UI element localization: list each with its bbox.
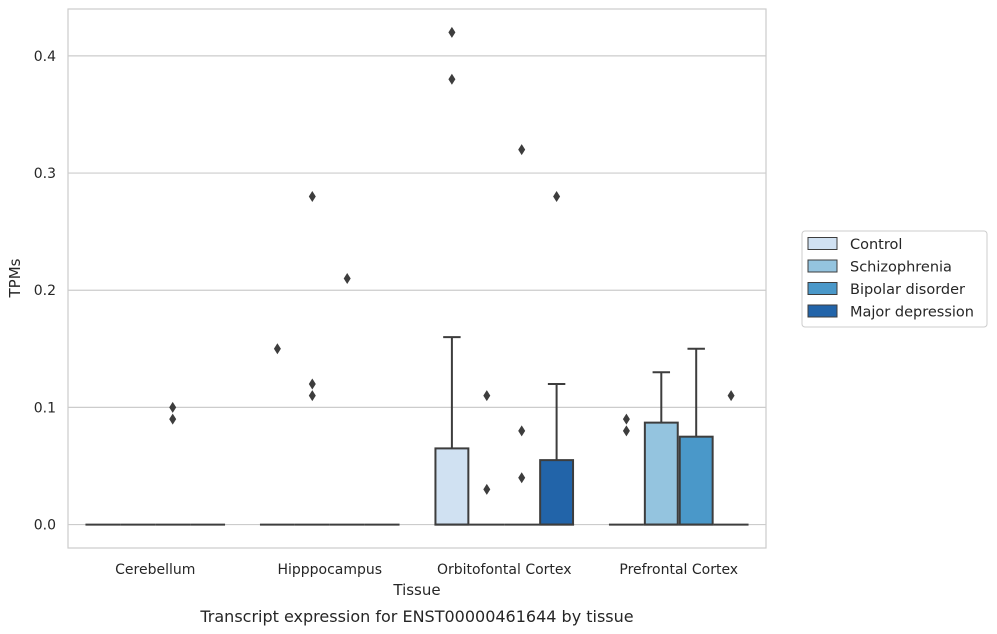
box-plots [85,336,749,526]
y-tick-label: 0.2 [34,283,56,299]
legend-frame [801,230,988,328]
x-tick-label: Hipppocampus [277,562,382,578]
outlier-point [448,73,456,85]
outlier-point [169,401,177,413]
x-tick-label: Cerebellum [115,562,195,578]
outlier-point [727,390,735,402]
legend-swatch [807,282,838,295]
outlier-point [553,190,561,202]
box-2-3 [539,382,575,526]
y-axis-title: TPMs [6,258,24,298]
outlier-point [308,378,316,390]
outlier-point [518,425,526,437]
box-body [539,459,575,526]
chart-caption: Transcript expression for ENST0000046164… [199,607,633,626]
outlier-point [622,413,630,425]
outlier-point [518,144,526,156]
outlier-point [622,425,630,437]
outlier-points [169,26,735,495]
x-tick-labels: Cerebellum Hipppocampus Orbitofontal Corte… [115,562,738,578]
legend-label: Schizophrenia [850,260,952,276]
outlier-point [518,472,526,484]
outlier-point [169,413,177,425]
legend-swatch [807,259,838,273]
x-tick-label: Prefrontal Cortex [619,562,738,578]
legend-label: Bipolar disorder [850,282,965,298]
box-2-0 [434,336,470,526]
legend: Control Schizophrenia Bipolar disorder Majo… [801,230,988,328]
legend-swatch [807,304,838,318]
y-tick-label: 0.0 [34,518,56,534]
outlier-point [308,390,316,402]
x-tick-label: Orbitofontal Cortex [437,562,572,578]
outlier-point [343,273,351,284]
y-tick-label: 0.4 [34,49,56,65]
y-tick-label: 0.3 [34,166,56,182]
y-tick-labels: 0.0 0.1 0.2 0.3 0.4 [34,49,56,534]
x-axis-title: Tissue [392,581,440,599]
legend-label: Major depression [850,305,974,321]
legend-swatch [807,237,838,250]
box-3-2 [678,347,714,526]
plot-frame [67,8,767,549]
outlier-point [448,26,456,38]
y-tick-label: 0.1 [34,400,56,416]
outlier-point [273,343,281,355]
outlier-point [483,390,491,402]
box-body [434,447,470,526]
box-3-1 [643,371,679,526]
box-body [678,435,714,526]
outlier-point [308,190,316,202]
box-body [643,421,679,526]
legend-label: Control [850,237,902,253]
outlier-point [483,483,491,495]
